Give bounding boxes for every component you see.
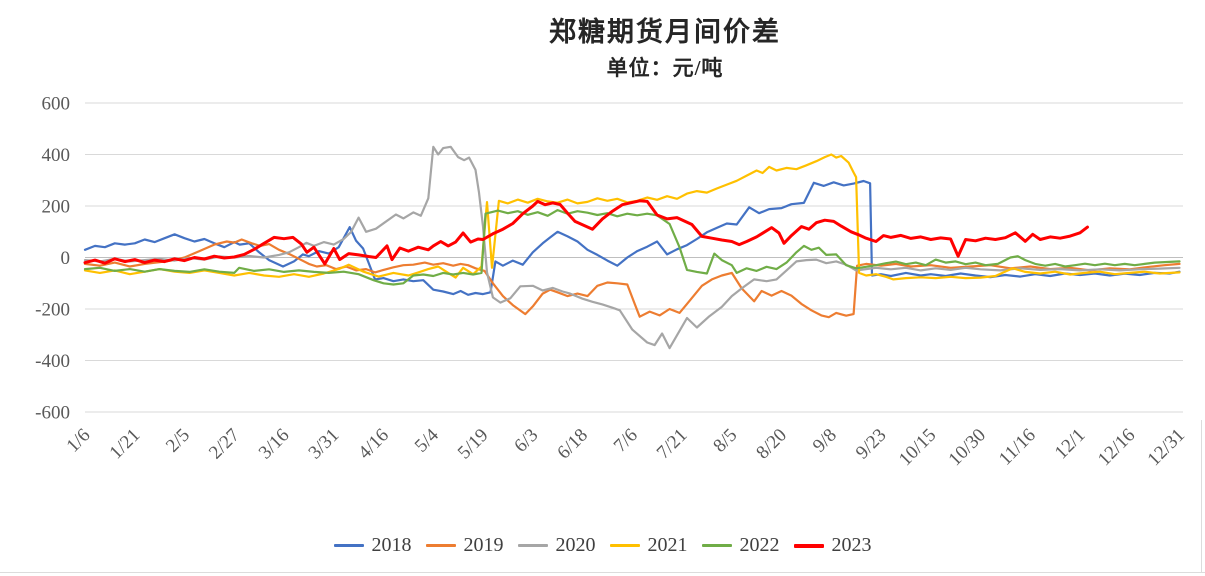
x-tick-label: 12/1 xyxy=(1051,425,1090,464)
y-tick-label: 400 xyxy=(42,145,71,166)
series-line-2023 xyxy=(83,199,1089,266)
x-tick-label: 9/8 xyxy=(809,425,841,457)
legend-label: 2020 xyxy=(555,534,596,556)
legend-label: 2018 xyxy=(371,534,412,556)
x-tick-label: 4/16 xyxy=(354,425,393,464)
y-tick-label: 200 xyxy=(42,197,71,218)
x-tick-label: 7/21 xyxy=(653,425,692,464)
legend-swatch-2018 xyxy=(333,544,364,547)
x-tick-label: 3/31 xyxy=(305,425,344,464)
legend-swatch-2023 xyxy=(793,543,824,548)
x-tick-label: 2/5 xyxy=(162,425,194,457)
right-divider xyxy=(1201,420,1202,572)
legend-swatch-2022 xyxy=(701,544,732,547)
x-tick-label: 10/30 xyxy=(945,425,990,470)
legend-item-2019: 2019 xyxy=(425,534,504,557)
x-tick-label: 6/18 xyxy=(553,425,592,464)
legend-item-2018: 2018 xyxy=(333,534,412,557)
bottom-divider xyxy=(0,572,1205,573)
legend-item-2021: 2021 xyxy=(609,534,688,557)
x-tick-label: 1/6 xyxy=(63,425,95,457)
legend-swatch-2019 xyxy=(425,544,456,547)
y-tick-label: 600 xyxy=(42,94,71,115)
x-tick-label: 10/15 xyxy=(895,425,940,470)
series-line-2022 xyxy=(83,209,1181,286)
x-tick-label: 6/3 xyxy=(510,425,542,457)
series-line-2020 xyxy=(83,145,1181,350)
x-tick-label: 8/20 xyxy=(752,425,791,464)
legend-label: 2021 xyxy=(647,534,688,556)
legend-item-2020: 2020 xyxy=(517,534,596,557)
x-tick-label: 1/21 xyxy=(106,425,145,464)
legend-label: 2023 xyxy=(831,534,872,556)
y-tick-label: 0 xyxy=(61,248,71,269)
x-tick-label: 9/23 xyxy=(852,425,891,464)
legend-item-2022: 2022 xyxy=(701,534,780,557)
legend-swatch-2020 xyxy=(517,544,548,547)
series-line-2019 xyxy=(83,238,1181,319)
x-tick-label: 12/31 xyxy=(1144,425,1189,470)
x-tick-label: 2/27 xyxy=(205,425,244,464)
legend-label: 2019 xyxy=(463,534,504,556)
y-tick-label: -400 xyxy=(35,351,70,372)
legend-label: 2022 xyxy=(739,534,780,556)
x-tick-label: 8/5 xyxy=(709,425,741,457)
legend-item-2023: 2023 xyxy=(793,534,872,557)
chart-title: 郑糖期货月间价差 xyxy=(549,17,781,47)
x-tick-label: 11/16 xyxy=(995,425,1040,470)
legend-swatch-2021 xyxy=(609,544,640,547)
y-tick-label: -200 xyxy=(35,300,70,321)
x-tick-label: 5/4 xyxy=(411,424,443,456)
x-tick-label: 7/6 xyxy=(610,425,642,457)
x-tick-label: 12/16 xyxy=(1094,425,1139,470)
x-tick-label: 3/16 xyxy=(255,425,294,464)
chart-subtitle: 单位：元/吨 xyxy=(606,56,724,80)
legend: 2018 2019 2020 2021 2022 2023 xyxy=(0,534,1205,557)
x-tick-label: 5/19 xyxy=(454,425,493,464)
series-line-2018 xyxy=(83,179,1181,296)
y-tick-label: -600 xyxy=(35,403,70,424)
series-line-2021 xyxy=(83,153,1181,281)
